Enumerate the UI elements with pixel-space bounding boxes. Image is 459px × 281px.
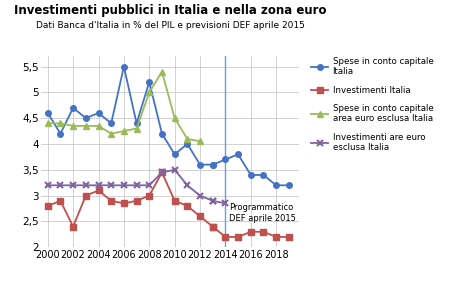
Legend: Spese in conto capitale
Italia, Investimenti Italia, Spese in conto capitale
are: Spese in conto capitale Italia, Investim… [310,57,432,152]
Text: Programmatico
DEF aprile 2015: Programmatico DEF aprile 2015 [229,203,296,223]
Text: Dati Banca d'Italia in % del PIL e previsioni DEF aprile 2015: Dati Banca d'Italia in % del PIL e previ… [36,21,304,30]
Text: Investimenti pubblici in Italia e nella zona euro: Investimenti pubblici in Italia e nella … [14,4,326,17]
